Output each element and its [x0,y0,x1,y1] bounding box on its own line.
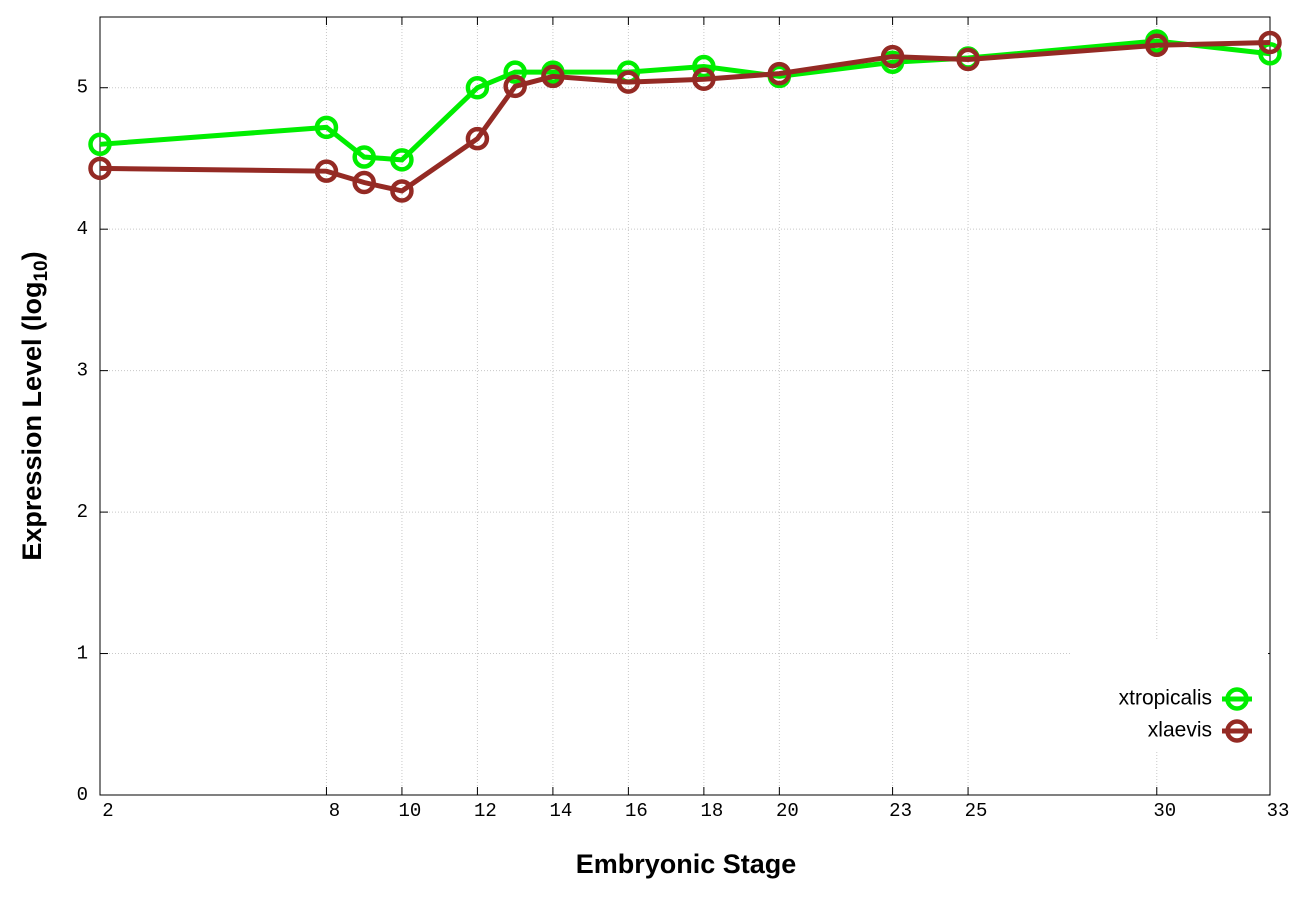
data-point [541,64,565,89]
data-point [88,156,112,181]
data-point [956,47,980,72]
x-tick-label: 12 [474,800,497,822]
y-tick-label: 1 [77,643,88,665]
y-axis-label: Expression Level (log10) [17,251,52,560]
x-tick-label: 8 [329,800,340,822]
x-tick-label: 16 [625,800,648,822]
plot-frame [99,16,1271,796]
data-point [692,67,716,91]
data-point [1145,33,1169,58]
y-tick-label: 0 [77,784,88,806]
x-tick-label: 25 [965,800,988,822]
data-point [616,70,641,94]
x-tick-label: 18 [700,800,723,822]
x-tick-label: 33 [1267,800,1290,822]
x-tick-label: 2 [102,800,113,822]
data-point [767,61,792,86]
x-tick-label: 30 [1153,800,1176,822]
y-tick-label: 5 [77,77,88,99]
x-tick-label: 23 [889,800,912,822]
data-point [390,179,414,203]
data-point [314,115,339,140]
data-point [352,170,376,195]
data-point [314,159,339,183]
x-tick-label: 14 [549,800,572,822]
series-line [99,39,1271,194]
data-point [465,126,490,151]
x-tick-label: 10 [399,800,422,822]
legend-swatch [1225,719,1249,743]
y-axis-label-end: ) [17,251,47,260]
data-point [503,60,527,84]
y-tick-label: 4 [77,218,88,240]
data-point [692,54,716,79]
y-axis-label-sub: 10 [31,260,52,281]
data-point [1258,30,1282,55]
legend-label: xlaevis [1148,719,1212,742]
y-axis-label-text: Expression Level (log [17,282,47,561]
y-tick-label: 2 [77,501,88,523]
data-point [503,74,527,99]
data-point [880,44,905,69]
x-axis-label: Embryonic Stage [576,849,797,879]
legend-label: xtropicalis [1119,687,1212,710]
legend-swatch [1225,687,1249,711]
series-line [99,38,1271,163]
y-tick-label: 3 [77,360,88,382]
x-tick-label: 20 [776,800,799,822]
data-point [352,145,376,169]
data-point [465,75,490,100]
data-point [390,148,414,172]
data-point [88,132,112,157]
